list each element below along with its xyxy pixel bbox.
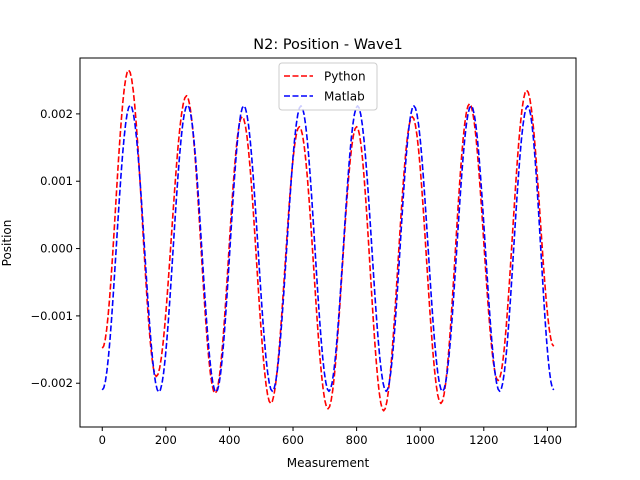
legend: Python Matlab — [278, 62, 378, 111]
x-tick-label: 1000 — [406, 433, 435, 447]
legend-python-label: Python — [324, 70, 366, 84]
x-tick-label: 1200 — [469, 433, 498, 447]
x-tick-label: 600 — [282, 433, 304, 447]
x-tick-label: 1400 — [533, 433, 562, 447]
x-tick-label: 200 — [155, 433, 177, 447]
plot-frame — [79, 57, 577, 428]
series-line-python — [101, 69, 555, 412]
y-tick-label: −0.002 — [30, 376, 73, 390]
y-tick-label: 0.001 — [40, 174, 73, 188]
x-axis-label: Measurement — [287, 456, 370, 470]
legend-matlab-label: Matlab — [324, 90, 365, 104]
legend-box — [278, 62, 378, 111]
x-tick-label: 400 — [218, 433, 240, 447]
x-tick-label: 800 — [346, 433, 368, 447]
y-tick-label: −0.001 — [30, 309, 73, 323]
x-tick-label: 0 — [99, 433, 106, 447]
chart-title: N2: Position - Wave1 — [253, 37, 403, 53]
y-tick-label: 0.000 — [40, 242, 73, 256]
series-line-matlab — [101, 104, 555, 393]
ticks-layer: 0 200 400 600 800 1000 1200 1400 −0.002 −0.001 0.0… — [30, 107, 562, 447]
series-layer — [101, 69, 555, 412]
y-axis-label: Position — [0, 220, 14, 267]
y-tick-label: 0.002 — [40, 107, 73, 121]
